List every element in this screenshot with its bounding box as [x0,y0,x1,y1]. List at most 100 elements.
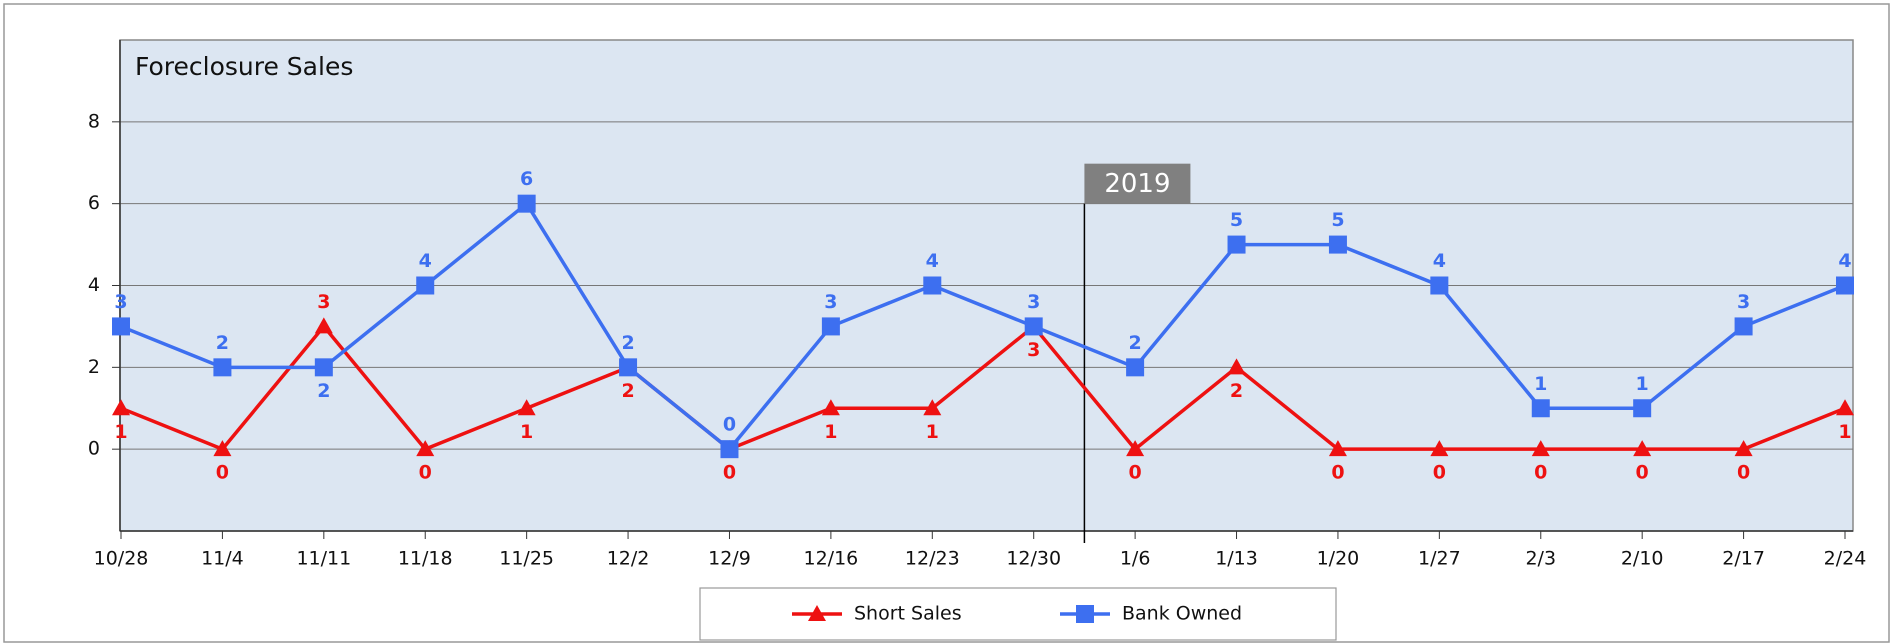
x-tick-label: 1/13 [1215,548,1258,570]
x-tick-label: 2/10 [1621,548,1664,570]
x-tick-label: 2/3 [1525,548,1556,570]
data-label: 4 [1838,250,1851,272]
data-label: 3 [1737,291,1750,313]
x-tick-label: 11/4 [201,548,244,570]
data-label: 2 [1230,380,1243,402]
x-tick-label: 2/24 [1824,548,1867,570]
y-tick-label: 6 [88,192,100,214]
y-tick-label: 4 [88,274,100,296]
x-tick-label: 1/27 [1418,548,1461,570]
marker [416,276,435,295]
marker [923,399,942,416]
data-label: 0 [1331,462,1344,484]
series-line [120,201,1846,452]
x-tick-label: 12/2 [607,548,650,570]
marker [821,317,840,336]
y-tick-label: 8 [88,110,100,132]
x-tick-label: 11/18 [398,548,453,570]
marker [1227,235,1246,254]
y-tick-label: 2 [88,356,100,378]
x-tick-label: 2/17 [1722,548,1765,570]
marker [1633,440,1652,457]
marker [1328,440,1347,457]
legend-label: Short Sales [854,603,962,625]
marker [1024,317,1043,336]
marker [213,358,232,377]
data-label: 1 [1534,373,1547,395]
data-label: 5 [1230,209,1243,231]
data-label: 0 [723,462,736,484]
marker [314,317,333,334]
data-label: 0 [1737,462,1750,484]
x-tick-label: 11/25 [499,548,554,570]
data-label: 0 [723,414,736,436]
x-tick-label: 10/28 [94,548,149,570]
data-label: 2 [621,332,634,354]
marker [1328,235,1347,254]
data-label: 3 [317,291,330,313]
data-label: 3 [824,291,837,313]
marker [112,399,130,416]
marker [314,358,333,377]
data-label: 1 [926,421,939,443]
data-label: 1 [1636,373,1649,395]
marker [416,440,435,457]
data-label: 2 [317,380,330,402]
marker [1633,399,1652,418]
marker [1126,440,1145,457]
data-label: 1 [114,421,127,443]
marker [619,358,638,377]
marker [213,440,232,457]
x-tick-label: 12/16 [803,548,858,570]
data-label: 3 [1027,291,1040,313]
marker [517,194,536,213]
marker [517,399,536,416]
data-label: 0 [1433,462,1446,484]
marker [1430,440,1449,457]
marker [1227,358,1246,375]
data-label: 0 [1534,462,1547,484]
data-label: 0 [1129,462,1142,484]
marker [1430,276,1449,295]
marker [923,276,942,295]
data-label: 3 [114,291,127,313]
annotation-text: 2019 [1104,169,1170,199]
marker [720,440,739,459]
x-tick-label: 12/23 [905,548,960,570]
legend-label: Bank Owned [1122,603,1242,625]
annotation-box [1084,163,1191,204]
x-tick-label: 12/30 [1006,548,1061,570]
data-label: 2 [621,380,634,402]
x-tick-label: 11/11 [296,548,351,570]
data-label: 1 [520,421,533,443]
data-label: 6 [520,168,533,190]
legend-marker [808,605,826,621]
data-label: 4 [1433,250,1446,272]
series-line [120,323,1846,452]
marker [1734,317,1753,336]
data-label: 0 [216,462,229,484]
marker [1531,440,1550,457]
marker [112,317,130,336]
marker [1836,276,1854,295]
data-label: 1 [1838,421,1851,443]
x-tick-label: 12/9 [708,548,751,570]
data-label: 4 [419,250,432,272]
marker [1734,440,1753,457]
data-label: 5 [1331,209,1344,231]
data-label: 1 [824,421,837,443]
marker [821,399,840,416]
x-tick-label: 1/20 [1317,548,1360,570]
data-label: 0 [419,462,432,484]
data-label: 2 [1129,332,1142,354]
legend-marker [1076,605,1094,623]
data-label: 4 [926,250,939,272]
marker [1836,399,1854,416]
marker [1531,399,1550,418]
y-tick-label: 0 [88,438,100,460]
data-label: 3 [1027,339,1040,361]
data-label: 0 [1636,462,1649,484]
x-tick-label: 1/6 [1120,548,1151,570]
data-label: 2 [216,332,229,354]
